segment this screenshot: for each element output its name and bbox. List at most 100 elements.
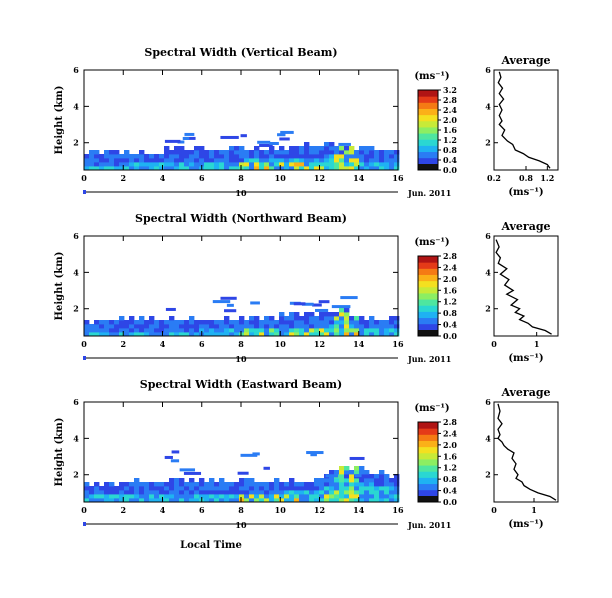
heatmap-cell <box>254 324 260 329</box>
heatmap-cell <box>149 498 155 503</box>
heatmap-cell <box>119 332 125 337</box>
heatmap-cell <box>294 162 300 167</box>
heatmap-cell <box>394 316 400 321</box>
heatmap-cell <box>179 324 185 329</box>
heatmap-cell <box>189 316 195 321</box>
heatmap-cell <box>199 154 205 159</box>
x-tick-label: 14 <box>353 505 365 515</box>
heatmap-cell <box>194 154 200 159</box>
heatmap-cell <box>224 324 230 329</box>
colorbar-swatch <box>418 299 438 306</box>
heatmap-cell <box>134 482 140 487</box>
heatmap-cell <box>209 332 215 337</box>
heatmap-cell <box>324 150 330 155</box>
heatmap-cell <box>304 482 310 487</box>
heatmap-cell <box>89 498 95 503</box>
heatmap-cell <box>259 143 273 147</box>
heatmap-cell <box>104 320 110 325</box>
heatmap-cell <box>159 482 165 487</box>
heatmap-cell <box>209 150 215 155</box>
heatmap-cell <box>219 494 225 499</box>
heatmap-cell <box>129 332 135 337</box>
heatmap-cell <box>244 324 250 329</box>
average-y-tick-label: 4 <box>485 101 491 111</box>
heatmap-cell <box>194 494 200 499</box>
heatmap-cell <box>244 332 250 337</box>
heatmap-cell <box>349 494 355 499</box>
heatmap-cell <box>284 316 290 321</box>
heatmap-cell <box>129 158 135 163</box>
heatmap-cell <box>329 482 335 487</box>
heatmap-cell <box>94 490 100 495</box>
heatmap-cell <box>354 498 360 503</box>
heatmap-cell <box>189 154 195 159</box>
heatmap-cell <box>104 494 110 499</box>
heatmap-cell <box>334 166 340 171</box>
heatmap-cell <box>229 146 235 151</box>
heatmap-cell <box>339 308 345 313</box>
heatmap-cell <box>369 146 375 151</box>
heatmap-cell <box>289 146 295 151</box>
heatmap-cell <box>369 316 375 321</box>
panel-1: Spectral Width (Northward Beam)0 2 4 6 8 10 12… <box>54 212 559 364</box>
heatmap-cell <box>304 332 310 337</box>
heatmap-cell <box>369 162 375 167</box>
heatmap-cell <box>264 332 270 337</box>
heatmap-cell <box>264 498 270 503</box>
heatmap-cell <box>254 162 260 167</box>
heatmap-cell <box>194 150 200 155</box>
heatmap-cell <box>319 166 325 171</box>
heatmap-cell <box>339 328 345 333</box>
colorbar-swatch <box>418 157 438 165</box>
heatmap-cell <box>329 486 335 491</box>
heatmap-cell <box>189 320 195 325</box>
heatmap-cell <box>239 166 245 171</box>
heatmap-cell <box>279 490 285 495</box>
heatmap-cell <box>334 332 340 337</box>
heatmap-cell <box>84 482 90 487</box>
heatmap-cell <box>274 166 280 171</box>
x-tick-label: 2 <box>120 505 126 515</box>
heatmap-cell <box>279 154 285 159</box>
heatmap-cell <box>249 150 255 155</box>
heatmap-cell <box>294 494 300 499</box>
heatmap-cell <box>309 316 315 321</box>
heatmap-cell <box>234 332 240 337</box>
heatmap-cell <box>189 478 195 483</box>
average-x-tick-label: 1.2 <box>540 173 554 183</box>
y-tick-label: 4 <box>73 433 79 443</box>
heatmap-cell <box>199 162 205 167</box>
heatmap-cell <box>134 486 140 491</box>
heatmap-cell <box>164 324 170 329</box>
heatmap-cell <box>349 324 355 329</box>
heatmap-cell <box>249 482 255 487</box>
heatmap-cell <box>254 166 260 171</box>
heatmap-cell <box>234 146 240 151</box>
heatmap-cell <box>329 478 335 483</box>
average-profile-line <box>497 71 551 169</box>
x-tick-label: 10 <box>275 505 287 515</box>
heatmap-cell <box>324 494 330 499</box>
heatmap-cell <box>259 328 265 333</box>
heatmap-cell <box>364 498 370 503</box>
heatmap-cell <box>339 162 345 167</box>
heatmap-cell <box>84 486 90 491</box>
heatmap-cell <box>349 478 355 483</box>
colorbar-frame <box>417 255 439 337</box>
heatmap-cell <box>259 150 265 155</box>
heatmap-cell <box>334 498 340 503</box>
x-tick-label: 8 <box>238 339 244 349</box>
heatmap-cell <box>299 162 305 167</box>
heatmap-cell <box>169 162 175 167</box>
heatmap-cell <box>374 486 380 491</box>
x-tick-label: 16 <box>392 339 404 349</box>
heatmap-cell <box>165 307 176 311</box>
heatmap-cell <box>114 486 120 491</box>
heatmap-cell <box>139 482 145 487</box>
heatmap-cell <box>144 486 150 491</box>
heatmap-cell <box>89 324 95 329</box>
heatmap-cell <box>369 478 375 483</box>
heatmap-cell <box>239 324 245 329</box>
heatmap-cell <box>220 135 239 139</box>
heatmap-cell <box>269 332 275 337</box>
